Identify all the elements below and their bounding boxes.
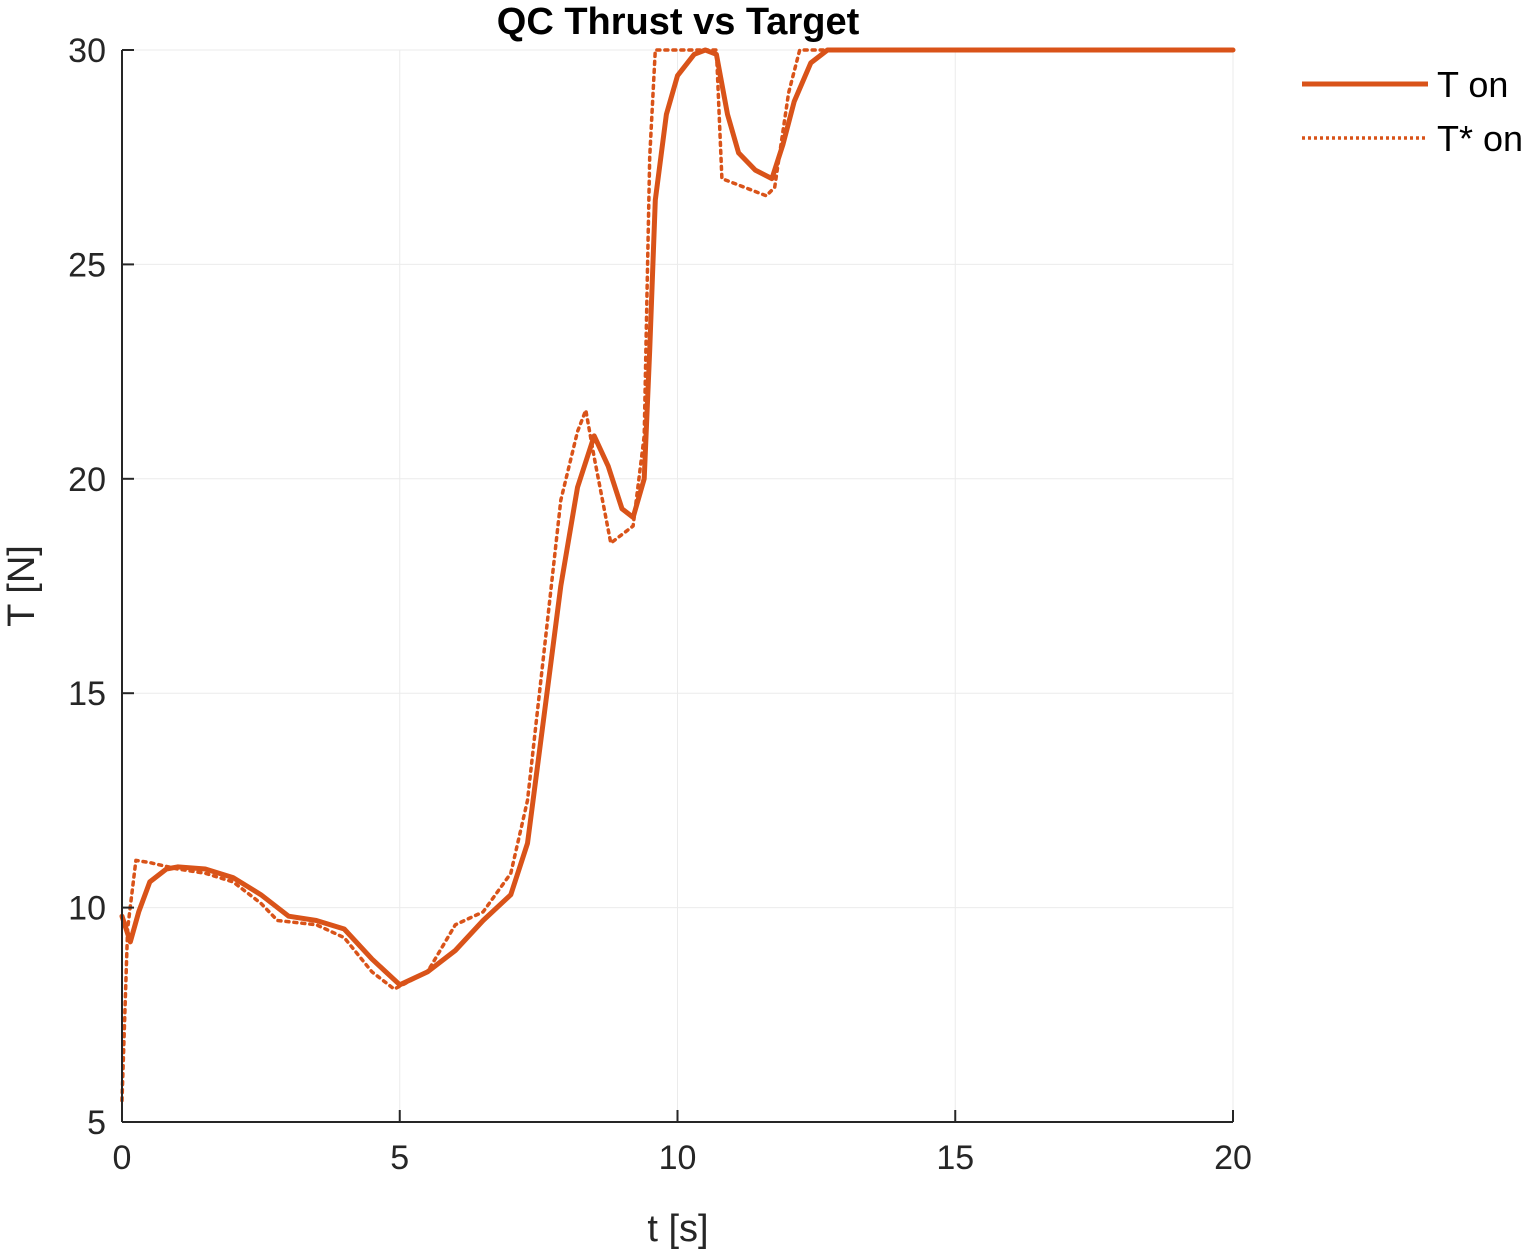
x-tick-label: 20	[1214, 1139, 1252, 1177]
y-tick-label: 30	[68, 32, 106, 70]
x-tick-label: 5	[390, 1139, 409, 1177]
axes	[121, 49, 1234, 1123]
x-axis-label: t [s]	[647, 1208, 708, 1250]
chart-title: QC Thrust vs Target	[497, 1, 860, 43]
series-lines	[119, 47, 1236, 1103]
y-axis-label: T [N]	[1, 545, 43, 627]
y-tick-label: 20	[68, 461, 106, 499]
legend: T on T* on	[1302, 64, 1523, 159]
legend-label-t-star-on: T* on	[1437, 118, 1523, 159]
x-tick-label: 10	[659, 1139, 697, 1177]
x-tick-label: 15	[936, 1139, 974, 1177]
y-tick-label: 25	[68, 246, 106, 284]
series-line-t-star-on	[120, 48, 1235, 1103]
y-tick-label: 10	[68, 890, 106, 928]
legend-label-t-on: T on	[1437, 64, 1508, 105]
y-tick-label: 15	[68, 675, 106, 713]
series-line-t-on	[119, 47, 1236, 988]
y-tick-label: 5	[87, 1104, 106, 1142]
x-tick-label: 0	[113, 1139, 132, 1177]
